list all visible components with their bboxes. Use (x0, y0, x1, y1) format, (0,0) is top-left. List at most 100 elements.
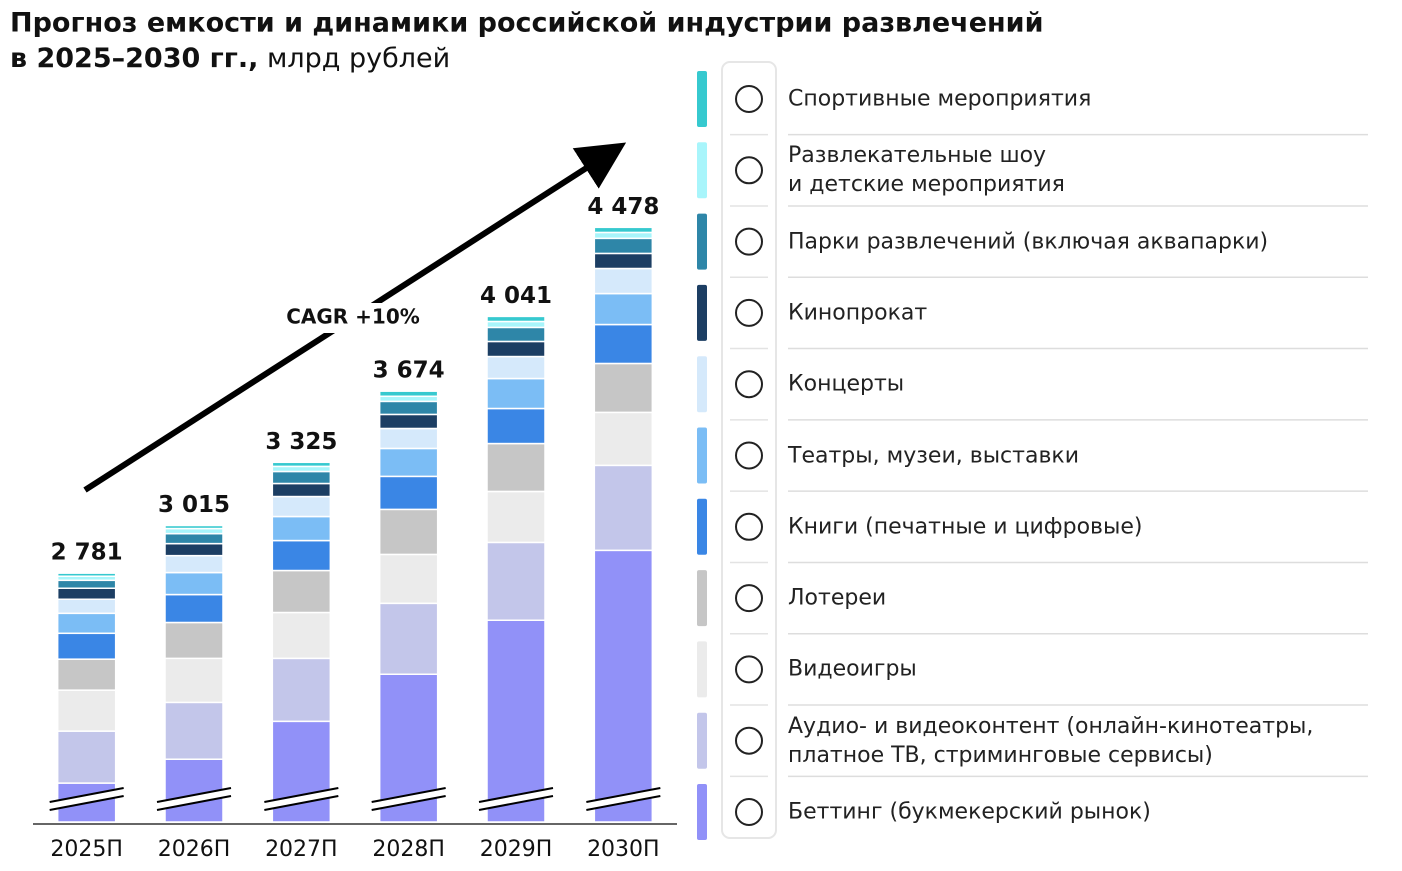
legend-icon (735, 370, 763, 399)
bar-segment (593, 323, 654, 365)
bar-segment (593, 252, 654, 270)
bar-segment (56, 572, 117, 577)
bar-segment (164, 542, 224, 557)
total-label: 3 674 (373, 358, 445, 384)
bar-segment (164, 532, 224, 545)
x-tick-label: 2028П (372, 837, 445, 862)
bar-segment (164, 571, 224, 596)
break-line (371, 787, 446, 803)
legend-swatch (697, 142, 707, 199)
bar-segment (486, 355, 546, 380)
legend-label: Кинопрокат (788, 300, 928, 326)
break-line (478, 795, 554, 811)
legend-swatch (697, 498, 707, 555)
legend-label: Концерты (788, 371, 905, 397)
annotation: CAGR +10% (286, 305, 420, 329)
bar-segment (56, 587, 117, 601)
bar-segment (486, 320, 546, 329)
bar-segment (486, 377, 546, 410)
bar-segment (56, 632, 117, 660)
break-line (478, 787, 554, 803)
break-gap (48, 788, 125, 810)
bar-segment (164, 524, 224, 530)
legend-label: Аудио- и видеоконтент (онлайн-кинотеатры… (788, 713, 1314, 768)
bar-segment (593, 267, 654, 295)
bar-segment (271, 515, 332, 542)
bar-segment (486, 326, 546, 343)
legend-icon (735, 584, 763, 613)
total-label: 4 478 (587, 194, 659, 220)
bar-segment (593, 549, 654, 823)
break-line (264, 787, 339, 803)
break-line (371, 795, 446, 811)
legend-label: Парки развлечений (включая аквапарки) (788, 229, 1269, 255)
bar-segment (164, 657, 224, 704)
x-tick-label: 2030П (587, 837, 660, 862)
bar-segment (378, 602, 439, 675)
bar-segment (593, 292, 654, 326)
chart-title: Прогноз емкости и динамики российской ин… (10, 8, 1044, 39)
bar-segment (378, 508, 439, 556)
legend-icon (735, 726, 763, 755)
break-line (49, 795, 124, 811)
x-tick-label: 2027П (265, 837, 338, 862)
bar-segment (164, 527, 224, 535)
legend-label: Спортивные мероприятия (788, 86, 1092, 112)
legend-swatch (697, 213, 707, 270)
legend-swatch (697, 71, 707, 127)
icon-panel (721, 61, 777, 839)
break-gap (370, 788, 447, 810)
break-gap (156, 788, 232, 810)
legend-label: Книги (печатные и цифровые) (788, 514, 1143, 540)
legend-label: Лотереи (788, 585, 887, 611)
bar-segment (164, 621, 224, 660)
legend-swatch (697, 712, 707, 769)
legend-icon (735, 85, 763, 113)
bar-segment (56, 579, 117, 589)
break-line (586, 795, 661, 811)
bar-segment (486, 315, 546, 323)
bar-segment (486, 442, 546, 493)
legend-label: Видеоигры (788, 656, 917, 682)
legend-swatch (697, 356, 707, 413)
legend-icon (735, 298, 763, 327)
bar-segment (164, 554, 224, 574)
legend-swatch (697, 570, 707, 627)
bar-segment (593, 411, 654, 467)
legend-label: Развлекательные шоу и детские мероприяти… (788, 143, 1065, 198)
bar-segment (378, 390, 439, 398)
bar-segment (378, 553, 439, 605)
bar-segment (593, 226, 654, 234)
bar-segment (486, 407, 546, 445)
bar-segment (56, 689, 117, 732)
legend-icon (735, 512, 763, 541)
legend-icon (735, 655, 763, 684)
bar-segment (271, 657, 332, 723)
legend-swatch (697, 284, 707, 341)
bar-segment (378, 413, 439, 430)
bar-segment (271, 495, 332, 518)
break-line (264, 795, 339, 811)
bar-segment (486, 541, 546, 621)
legend-swatch (697, 427, 707, 484)
bar-segment (486, 340, 546, 358)
legend-icon (735, 227, 763, 256)
x-tick-label: 2029П (480, 837, 553, 862)
bar-segment (56, 730, 117, 784)
bar-segment (164, 593, 224, 624)
legend-icon (735, 441, 763, 470)
bar-segment (378, 395, 439, 403)
break-gap (585, 788, 662, 810)
bar-segment (56, 598, 117, 615)
bar-segment (593, 231, 654, 240)
legend-icon (735, 156, 763, 185)
legend-swatch (697, 784, 707, 840)
annotation-bg (270, 303, 438, 333)
bar-segment (486, 490, 546, 544)
bar-segment (271, 611, 332, 660)
bar-segment (486, 619, 546, 823)
break-line (156, 795, 232, 811)
legend-swatch (697, 641, 707, 698)
